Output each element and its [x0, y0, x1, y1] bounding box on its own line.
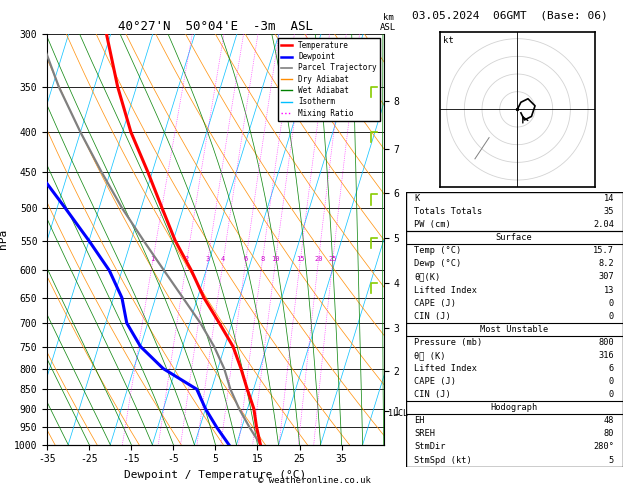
Text: Totals Totals: Totals Totals	[415, 207, 482, 216]
Text: 14: 14	[604, 194, 614, 203]
Text: 35: 35	[604, 207, 614, 216]
Text: Temp (°C): Temp (°C)	[415, 246, 462, 255]
Text: 0: 0	[609, 298, 614, 308]
Text: Lifted Index: Lifted Index	[415, 286, 477, 295]
Text: 80: 80	[604, 429, 614, 438]
Text: 48: 48	[604, 417, 614, 425]
Text: StmSpd (kt): StmSpd (kt)	[415, 455, 472, 465]
Text: 25: 25	[328, 256, 337, 262]
Y-axis label: hPa: hPa	[0, 229, 8, 249]
Text: 8: 8	[260, 256, 264, 262]
Text: Most Unstable: Most Unstable	[480, 325, 548, 334]
X-axis label: Dewpoint / Temperature (°C): Dewpoint / Temperature (°C)	[125, 470, 306, 480]
Text: 800: 800	[598, 338, 614, 347]
Text: 280°: 280°	[593, 442, 614, 451]
Text: Lifted Index: Lifted Index	[415, 364, 477, 373]
Text: 13: 13	[604, 286, 614, 295]
Text: 0: 0	[609, 312, 614, 321]
Text: 8.2: 8.2	[598, 260, 614, 268]
Text: K: K	[415, 194, 420, 203]
Text: CIN (J): CIN (J)	[415, 312, 451, 321]
Text: 6: 6	[243, 256, 248, 262]
Text: 1: 1	[150, 256, 155, 262]
Text: 6: 6	[609, 364, 614, 373]
Text: kt: kt	[443, 36, 454, 45]
Text: 0: 0	[609, 377, 614, 386]
Text: StmDir: StmDir	[415, 442, 446, 451]
Text: 20: 20	[314, 256, 323, 262]
Text: 15: 15	[296, 256, 304, 262]
Legend: Temperature, Dewpoint, Parcel Trajectory, Dry Adiabat, Wet Adiabat, Isotherm, Mi: Temperature, Dewpoint, Parcel Trajectory…	[277, 38, 380, 121]
Text: Pressure (mb): Pressure (mb)	[415, 338, 482, 347]
Text: 10: 10	[271, 256, 280, 262]
Text: θᴀ (K): θᴀ (K)	[415, 351, 446, 360]
Text: 0: 0	[609, 390, 614, 399]
Text: 4: 4	[221, 256, 225, 262]
Text: SREH: SREH	[415, 429, 435, 438]
Text: 15.7: 15.7	[593, 246, 614, 255]
Text: 5: 5	[609, 455, 614, 465]
Text: CAPE (J): CAPE (J)	[415, 298, 457, 308]
Text: CAPE (J): CAPE (J)	[415, 377, 457, 386]
Text: 3: 3	[206, 256, 209, 262]
Text: θᴀ(K): θᴀ(K)	[415, 273, 441, 281]
Text: © weatheronline.co.uk: © weatheronline.co.uk	[258, 476, 371, 485]
Text: EH: EH	[415, 417, 425, 425]
Text: 03.05.2024  06GMT  (Base: 06): 03.05.2024 06GMT (Base: 06)	[412, 11, 608, 21]
Text: Surface: Surface	[496, 233, 533, 242]
Text: PW (cm): PW (cm)	[415, 220, 451, 229]
Text: 316: 316	[598, 351, 614, 360]
Text: km
ASL: km ASL	[380, 13, 396, 32]
Text: Dewp (°C): Dewp (°C)	[415, 260, 462, 268]
Text: CIN (J): CIN (J)	[415, 390, 451, 399]
Title: 40°27'N  50°04'E  -3m  ASL: 40°27'N 50°04'E -3m ASL	[118, 20, 313, 33]
Text: 307: 307	[598, 273, 614, 281]
Text: 2: 2	[184, 256, 189, 262]
Text: 2.04: 2.04	[593, 220, 614, 229]
Text: 1LCL: 1LCL	[388, 409, 408, 418]
Text: Hodograph: Hodograph	[491, 403, 538, 412]
